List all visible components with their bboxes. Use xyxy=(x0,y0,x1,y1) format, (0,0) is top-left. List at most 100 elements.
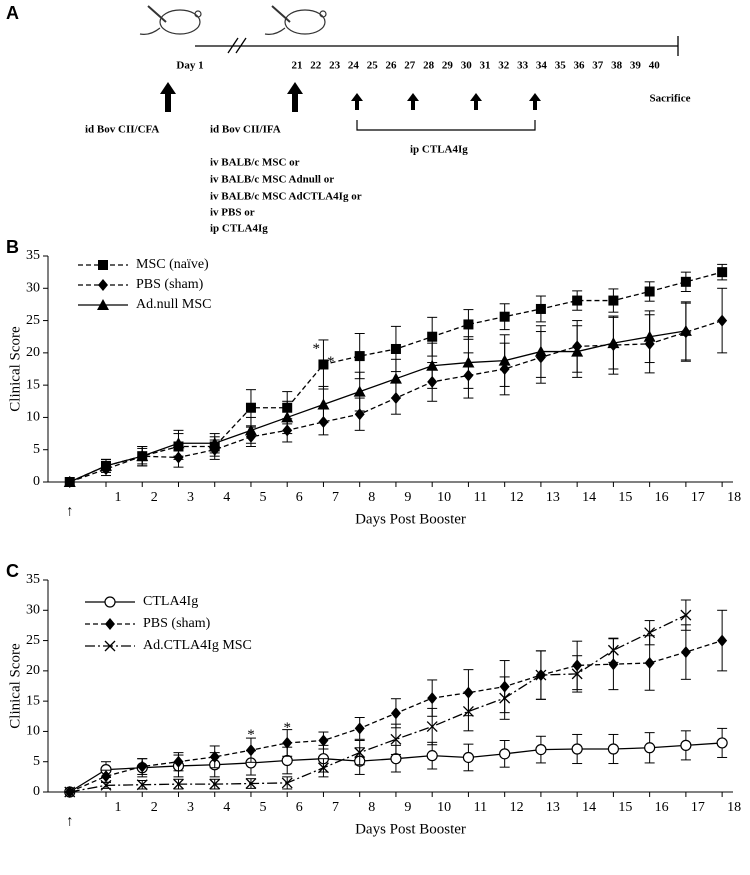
y-tick-label: 35 xyxy=(26,572,40,587)
timeline-day: 29 xyxy=(442,60,454,72)
marker-stroke xyxy=(209,778,221,790)
marker xyxy=(282,736,293,749)
legend-label: Ad.null MSC xyxy=(136,297,211,312)
marker xyxy=(607,337,620,349)
timeline-day: 35 xyxy=(555,60,567,72)
x-tick-label: 15 xyxy=(618,490,632,505)
marker xyxy=(498,354,511,366)
x-tick-label: 12 xyxy=(510,800,524,815)
marker xyxy=(571,743,583,755)
treatment-label: iv BALB/c MSC AdCTLA4Ig or xyxy=(210,191,362,203)
marker xyxy=(136,450,149,462)
timeline-day: 21 xyxy=(292,60,303,72)
sacrifice-label: Sacrifice xyxy=(650,93,691,105)
x-tick-label: 7 xyxy=(332,490,339,505)
treatment-label: ip CTLA4Ig xyxy=(410,144,468,156)
panel-label: C xyxy=(6,561,19,581)
marker xyxy=(137,760,148,773)
marker xyxy=(608,295,619,306)
y-tick-label: 15 xyxy=(26,377,40,392)
marker-stroke xyxy=(644,627,656,639)
marker xyxy=(281,754,293,767)
y-axis-title: Clinical Score xyxy=(7,643,23,729)
marker xyxy=(354,722,365,735)
timeline-day: 36 xyxy=(574,60,586,72)
x-tick-label: 16 xyxy=(655,490,669,505)
marker xyxy=(317,762,329,774)
timeline-day: 32 xyxy=(498,60,510,72)
series-line xyxy=(69,614,687,793)
immunization-label: id Bov CII/CFA xyxy=(85,124,159,136)
immunization-label: id Bov CII/IFA xyxy=(210,124,281,136)
marker xyxy=(679,324,692,336)
treatment-label: iv BALB/c MSC Adnull or xyxy=(210,174,334,186)
marker xyxy=(104,596,116,608)
y-tick-label: 15 xyxy=(26,693,40,708)
x-tick-label: 5 xyxy=(259,490,266,505)
marker xyxy=(390,343,401,354)
marker xyxy=(281,411,294,423)
marker xyxy=(571,668,583,680)
marker xyxy=(104,640,116,652)
timeline-day: 34 xyxy=(536,60,548,72)
x-axis-title: Days Post Booster xyxy=(355,511,466,527)
marker xyxy=(354,747,366,759)
y-tick-label: 10 xyxy=(26,410,40,425)
marker xyxy=(281,777,293,789)
marker xyxy=(717,314,728,327)
y-tick-label: 5 xyxy=(33,754,40,769)
marker xyxy=(717,267,728,278)
marker xyxy=(462,705,474,717)
timeline-day: 25 xyxy=(367,60,379,72)
bracket xyxy=(356,120,536,131)
marker xyxy=(535,743,547,756)
marker xyxy=(462,751,475,764)
marker xyxy=(680,609,692,621)
marker xyxy=(245,402,256,413)
marker xyxy=(98,279,108,291)
origin-marker: ↑ xyxy=(66,503,74,519)
annotation: * xyxy=(247,727,255,743)
x-tick-label: 11 xyxy=(474,800,487,815)
x-tick-label: 9 xyxy=(404,490,411,505)
x-tick-label: 2 xyxy=(151,800,158,815)
marker xyxy=(173,755,184,768)
annotation: * xyxy=(327,354,335,370)
marker-stroke xyxy=(680,609,692,621)
x-tick-label: 9 xyxy=(404,800,411,815)
x-tick-label: 3 xyxy=(187,800,194,815)
marker xyxy=(390,733,402,745)
timeline-day: Day 1 xyxy=(176,60,203,72)
x-tick-label: 6 xyxy=(296,800,303,815)
x-tick-label: 7 xyxy=(332,800,339,815)
marker xyxy=(717,634,728,647)
marker xyxy=(209,750,220,763)
treatment-label: iv BALB/c MSC or xyxy=(210,157,300,169)
marker-stroke xyxy=(245,778,257,789)
y-tick-label: 35 xyxy=(26,248,40,263)
marker xyxy=(607,644,619,656)
marker xyxy=(100,779,112,791)
x-tick-label: 18 xyxy=(727,800,741,815)
x-tick-label: 3 xyxy=(187,490,194,505)
marker xyxy=(318,734,329,747)
marker xyxy=(63,476,76,487)
marker xyxy=(463,319,474,330)
treatment-label: ip CTLA4Ig xyxy=(210,223,268,235)
marker xyxy=(389,372,402,384)
timeline-day: 23 xyxy=(329,60,341,72)
marker xyxy=(209,778,221,790)
marker-stroke xyxy=(607,644,619,656)
y-tick-label: 10 xyxy=(26,724,40,739)
mouse-icon xyxy=(139,5,202,35)
annotation: * xyxy=(312,341,320,357)
marker xyxy=(644,742,656,754)
marker xyxy=(427,331,438,342)
marker xyxy=(680,276,691,287)
mouse-icon xyxy=(264,5,327,35)
marker xyxy=(462,356,475,368)
marker xyxy=(64,786,76,798)
x-tick-label: 13 xyxy=(546,800,560,815)
marker xyxy=(173,778,184,790)
legend-label: PBS (sham) xyxy=(143,616,211,631)
